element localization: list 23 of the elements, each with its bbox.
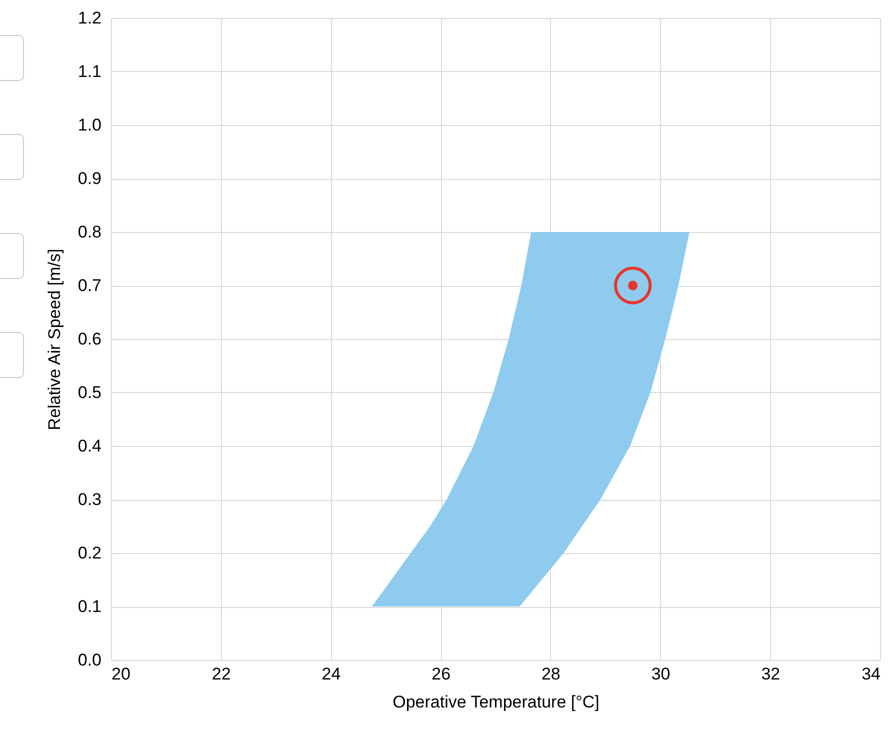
x-tick-label: 22 [212, 664, 231, 684]
y-tick-label: 0.7 [78, 276, 102, 295]
y-tick-label: 0.1 [78, 597, 102, 616]
y-tick-label: 0.5 [78, 383, 102, 402]
y-axis-title: Relative Air Speed [m/s] [44, 248, 64, 430]
y-tick-label: 0.4 [78, 436, 102, 456]
y-tick-label: 0.3 [78, 490, 102, 509]
x-axis-title: Operative Temperature [°C] [392, 692, 600, 712]
x-tick-label: 30 [651, 664, 670, 684]
y-tick-label: 0.8 [78, 222, 102, 242]
y-tick-label: 0.0 [78, 650, 102, 670]
y-tick-label: 0.9 [78, 169, 102, 188]
y-tick-label: 0.2 [78, 544, 102, 562]
y-tick-label: 1.2 [78, 8, 102, 28]
y-tick-label: 0.6 [78, 330, 102, 348]
x-tick-label: 34 [862, 664, 880, 684]
y-tick-label: 1.1 [78, 62, 102, 81]
x-tick-label: 32 [761, 664, 780, 684]
x-tick-label: 26 [432, 664, 451, 684]
y-tick-label: 1.0 [78, 116, 102, 134]
x-tick-label: 24 [322, 664, 341, 684]
x-tick-label: 28 [541, 664, 560, 684]
x-tick-label: 20 [112, 664, 130, 684]
